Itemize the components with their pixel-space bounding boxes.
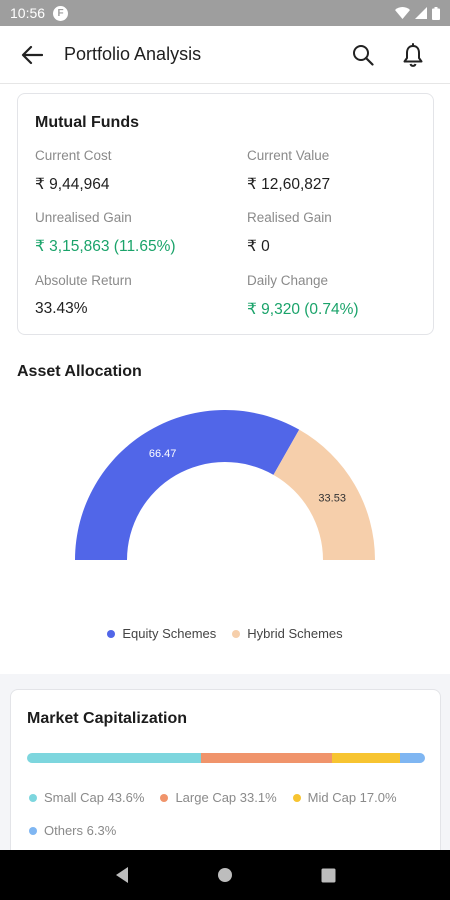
absolute-return-label: Absolute Return bbox=[35, 273, 132, 288]
realised-gain-label: Realised Gain bbox=[247, 210, 332, 225]
absolute-return-value: 33.43% bbox=[35, 300, 88, 317]
search-icon bbox=[353, 44, 374, 66]
cap-legend-label: Mid Cap 17.0% bbox=[307, 790, 397, 805]
wifi-icon bbox=[395, 7, 410, 19]
legend-dot bbox=[292, 793, 301, 802]
app-notification-icon: F bbox=[53, 5, 69, 21]
cap-legend-item-3: Mid Cap 17.0% bbox=[292, 790, 397, 805]
unrealised-gain-label: Unrealised Gain bbox=[35, 210, 132, 225]
daily-change-value: ₹ 9,320 (0.74%) bbox=[247, 301, 359, 318]
legend-item-1: Equity Schemes bbox=[107, 626, 216, 641]
donut-value-label-2: 33.53 bbox=[318, 493, 346, 505]
cap-segment-3 bbox=[332, 753, 400, 763]
cap-legend-item-1: Small Cap 43.6% bbox=[29, 790, 144, 805]
market-cap-bar bbox=[27, 753, 425, 763]
asset-allocation-legend: Equity Schemes Hybrid Schemes bbox=[0, 626, 450, 641]
nav-home-icon[interactable] bbox=[217, 867, 233, 883]
market-cap-legend: Small Cap 43.6% Large Cap 33.1% Mid Cap 17… bbox=[29, 790, 429, 838]
legend-item-2: Hybrid Schemes bbox=[232, 626, 343, 641]
cap-segment-4 bbox=[399, 753, 425, 763]
current-cost-stat: Current Cost ₹ 9,44,964 bbox=[35, 148, 112, 194]
signal-icon bbox=[415, 7, 427, 19]
status-bar: 10:56 F bbox=[0, 0, 450, 26]
donut-slice-1[interactable] bbox=[75, 409, 300, 560]
back-button[interactable] bbox=[0, 26, 64, 84]
bell-icon bbox=[403, 42, 423, 67]
market-cap-title: Market Capitalization bbox=[27, 710, 188, 727]
notifications-button[interactable] bbox=[388, 26, 438, 84]
legend-dot bbox=[29, 793, 37, 802]
current-value-value: ₹ 12,60,827 bbox=[247, 176, 331, 193]
nav-back-icon[interactable] bbox=[114, 866, 130, 884]
nav-recents-icon[interactable] bbox=[321, 868, 336, 883]
absolute-return-stat: Absolute Return 33.43% bbox=[35, 273, 132, 318]
cap-legend-label: Small Cap 43.6% bbox=[44, 790, 145, 805]
page-title: Portfolio Analysis bbox=[64, 44, 202, 64]
asset-allocation-title: Asset Allocation bbox=[17, 363, 142, 380]
app-bar: Portfolio Analysis bbox=[0, 26, 450, 84]
cap-segment-1 bbox=[27, 753, 201, 763]
legend-label: Hybrid Schemes bbox=[247, 626, 343, 641]
cap-legend-label: Large Cap 33.1% bbox=[175, 790, 277, 805]
market-cap-card[interactable]: Market Capitalization Small Cap 43.6% Lar… bbox=[10, 689, 441, 850]
daily-change-label: Daily Change bbox=[247, 273, 329, 288]
cap-legend-item-4: Others 6.3% bbox=[29, 823, 116, 838]
mutual-funds-card[interactable]: Mutual Funds Current Cost ₹ 9,44,964 Cur… bbox=[17, 93, 434, 335]
current-value-stat: Current Value ₹ 12,60,827 bbox=[247, 148, 330, 194]
realised-gain-value: ₹ 0 bbox=[247, 238, 270, 255]
legend-dot bbox=[160, 793, 169, 802]
legend-label: Equity Schemes bbox=[122, 626, 217, 641]
search-button[interactable] bbox=[338, 26, 388, 84]
navigation-bar bbox=[0, 850, 450, 900]
legend-dot bbox=[29, 826, 37, 835]
donut-value-label-1: 66.47 bbox=[149, 448, 177, 460]
status-time: 10:56 bbox=[10, 5, 46, 21]
battery-icon bbox=[432, 6, 440, 20]
realised-gain-stat: Realised Gain ₹ 0 bbox=[247, 210, 332, 256]
mutual-funds-title: Mutual Funds bbox=[35, 114, 139, 131]
unrealised-gain-stat: Unrealised Gain ₹ 3,15,863 (11.65%) bbox=[35, 210, 176, 256]
cap-legend-label: Others 6.3% bbox=[44, 823, 117, 838]
cap-segment-2 bbox=[200, 753, 333, 763]
daily-change-stat: Daily Change ₹ 9,320 (0.74%) bbox=[247, 273, 359, 319]
current-value-label: Current Value bbox=[247, 148, 330, 163]
scroll-content[interactable]: Mutual Funds Current Cost ₹ 9,44,964 Cur… bbox=[0, 84, 450, 850]
current-cost-value: ₹ 9,44,964 bbox=[35, 176, 110, 193]
cap-legend-item-2: Large Cap 33.1% bbox=[160, 790, 277, 805]
current-cost-label: Current Cost bbox=[35, 148, 112, 163]
asset-allocation-chart[interactable]: 66.47 33.53 bbox=[0, 84, 450, 684]
arrow-back-icon bbox=[21, 45, 43, 64]
unrealised-gain-value: ₹ 3,15,863 (11.65%) bbox=[35, 238, 176, 255]
legend-dot bbox=[107, 629, 116, 638]
legend-dot bbox=[232, 629, 241, 638]
donut-slice-2[interactable] bbox=[273, 429, 375, 560]
